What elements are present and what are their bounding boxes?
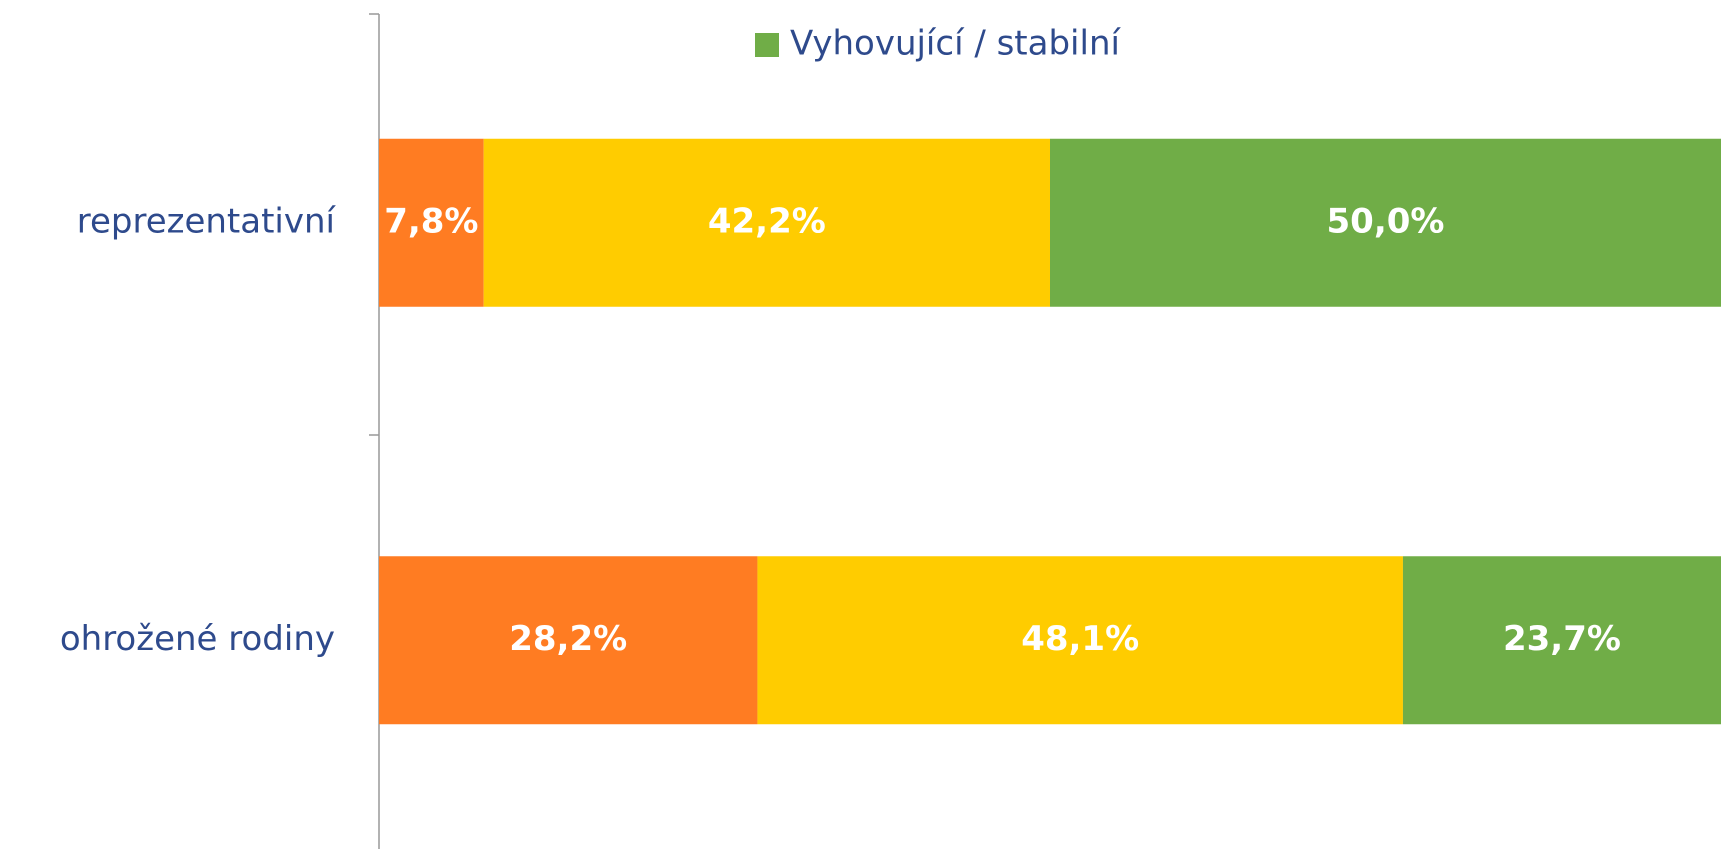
data-label: 28,2% [509, 619, 627, 659]
legend-label: Vyhovující / stabilní [790, 24, 1121, 64]
bar-segment [379, 138, 484, 307]
data-label: 7,8% [384, 201, 478, 241]
bar-segment [1050, 138, 1721, 307]
bar-segment [483, 138, 1050, 307]
data-label: 48,1% [1021, 619, 1139, 659]
bar-segment [379, 556, 758, 725]
category-label: reprezentativní [77, 201, 337, 241]
bar-segment [757, 556, 1403, 725]
bar-segment [1402, 556, 1721, 725]
data-label: 42,2% [708, 201, 826, 241]
data-label: 23,7% [1503, 619, 1621, 659]
data-label: 50,0% [1327, 201, 1445, 241]
legend-swatch [755, 33, 779, 57]
category-label: ohrožené rodiny [60, 619, 335, 659]
